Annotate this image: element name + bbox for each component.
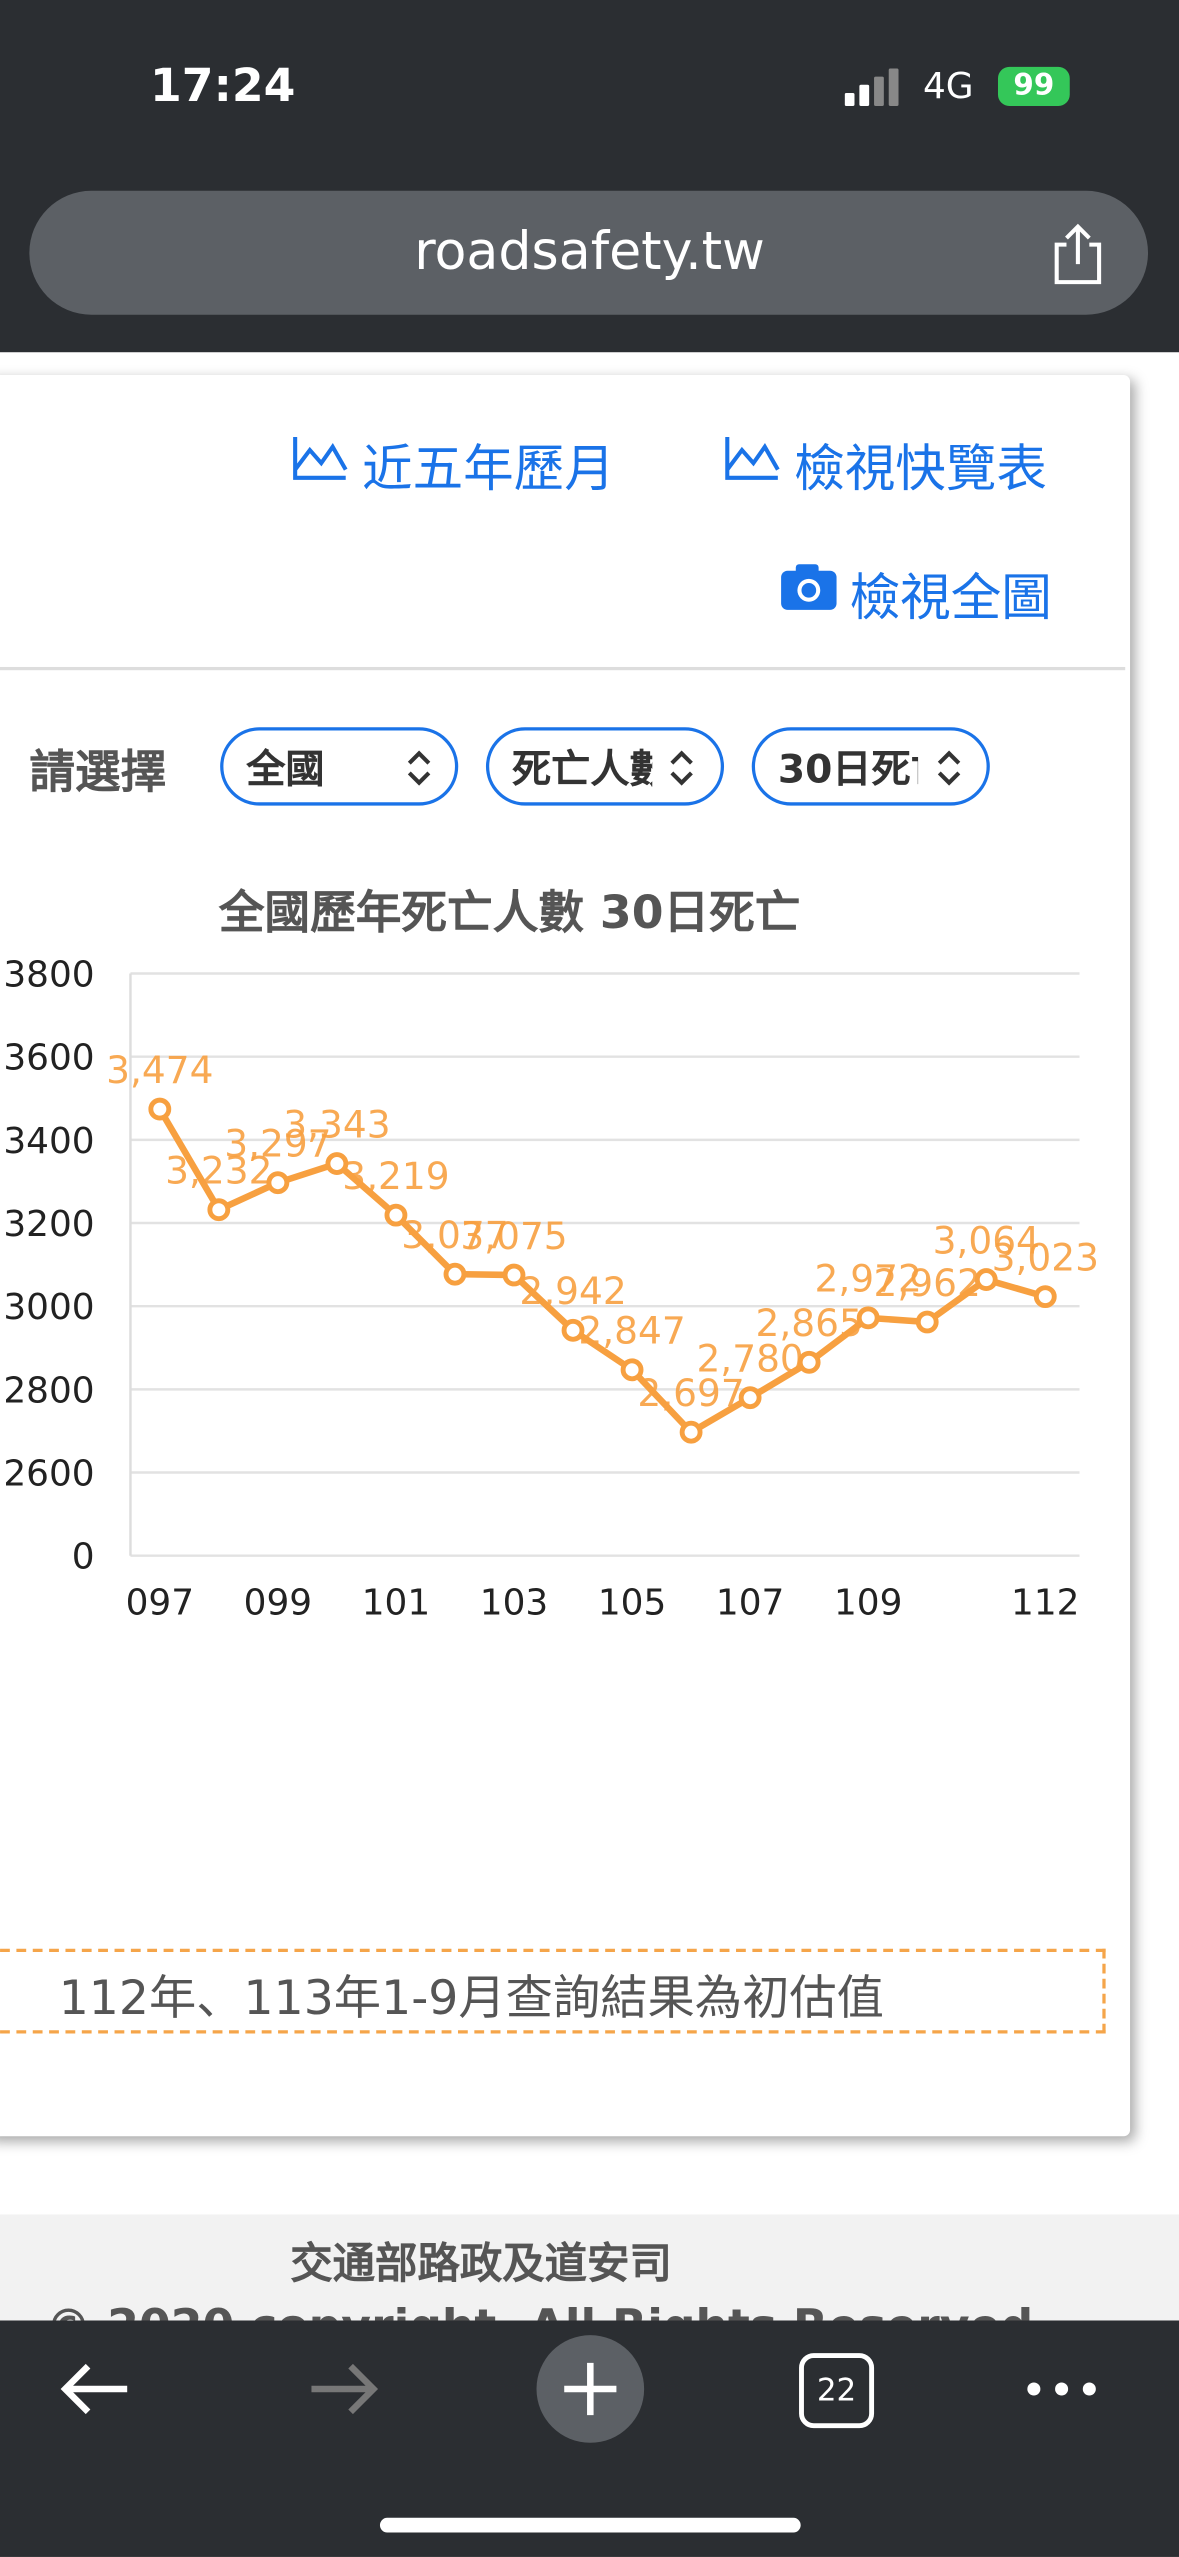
back-button[interactable] [60, 2363, 128, 2415]
point [738, 1386, 762, 1410]
point [325, 1152, 349, 1175]
point [266, 1171, 290, 1195]
y-tick-label: 2800 [3, 1370, 94, 1411]
point [384, 1203, 408, 1227]
y-tick-label: 3200 [3, 1204, 94, 1245]
select-text: 全國 [246, 746, 325, 793]
home-indicator [379, 2517, 801, 2533]
link[interactable]: 近五年歷月 [362, 440, 615, 499]
share-icon[interactable] [1050, 222, 1105, 287]
x-tick-label: 107 [716, 1582, 784, 1623]
x-tick-label: 099 [244, 1582, 312, 1623]
y-tick-label: 2600 [3, 1454, 94, 1495]
forward-button [311, 2363, 379, 2415]
data-label: 2,697 [637, 1371, 744, 1415]
y-tick-label: 3800 [3, 955, 94, 996]
point [915, 1310, 939, 1334]
x-tick-label: 109 [834, 1582, 902, 1623]
data-label: 2,865 [755, 1301, 862, 1345]
note: 112年、113年1-9月查詢結果為初估值 [58, 1969, 884, 2026]
data-label: 3,077 [401, 1213, 508, 1257]
camera-icon [781, 564, 837, 610]
chart: 0 2600 2800 3000 3200 3400 3600 3800 097 099 101 10… [3, 955, 1099, 1624]
signal-icon [844, 68, 899, 106]
point [148, 1097, 172, 1121]
data-label: 3,064 [933, 1218, 1040, 1262]
y-tick-label: 3000 [3, 1287, 94, 1328]
line [156, 1107, 1047, 1436]
select-arrows [407, 750, 693, 786]
data-label: 2,972 [815, 1257, 922, 1301]
data-label: 2,780 [696, 1337, 803, 1381]
address-bar[interactable] [29, 190, 1149, 315]
clock: 17:24 [150, 58, 296, 113]
point [974, 1268, 998, 1291]
divider [0, 666, 1126, 671]
point [856, 1306, 880, 1330]
data-label: 3,075 [460, 1214, 567, 1258]
data-label: 3,297 [224, 1122, 331, 1166]
y-tick-label: 0 [72, 1537, 95, 1578]
data-label: 2,962 [874, 1261, 981, 1305]
footer [0, 2214, 1179, 2329]
data-label: 3,474 [106, 1048, 213, 1092]
data-label: 2,942 [519, 1269, 626, 1313]
point [443, 1262, 467, 1286]
select-label: 請選擇 [29, 745, 167, 800]
battery: 99 [997, 66, 1070, 106]
data-label: 2,847 [578, 1309, 685, 1353]
data-label: 3,023 [992, 1236, 1099, 1280]
point [207, 1198, 231, 1222]
select[interactable]: 死亡人數 [485, 727, 725, 806]
point [561, 1318, 585, 1342]
select-arrows [937, 750, 961, 786]
point [679, 1420, 703, 1444]
point [1033, 1285, 1057, 1309]
url: roadsafety.tw [414, 220, 765, 283]
chart-title: 全國歷年死亡人數 30日死亡 [218, 885, 801, 940]
x-tick-label: 103 [480, 1582, 548, 1623]
x-tick-label: 105 [598, 1582, 666, 1623]
y-tick-label: 3400 [3, 1121, 94, 1162]
data-label: 3,232 [165, 1149, 272, 1193]
x-tick-label: 101 [362, 1582, 430, 1623]
point [502, 1263, 526, 1287]
note-box [0, 1948, 1106, 2034]
x-tick-label: 097 [126, 1582, 194, 1623]
chart-icon [293, 437, 348, 480]
link[interactable]: 檢視全圖 [849, 569, 1052, 628]
point [797, 1350, 821, 1374]
footer-text: 交通部路政及道安司 [290, 2240, 672, 2290]
data-label: 3,343 [283, 1102, 390, 1146]
select-text: 30日死亡 [777, 746, 918, 793]
network: 4G [922, 66, 974, 108]
tabs-button[interactable]: 22 [799, 2353, 875, 2429]
select-text: 死亡人數 [512, 746, 652, 793]
x-tick-label: 112 [1011, 1582, 1079, 1623]
chart-icon [725, 437, 780, 480]
data-label: 3,219 [342, 1154, 449, 1198]
select[interactable]: 全國 [220, 727, 459, 806]
point [620, 1358, 644, 1382]
select[interactable]: 30日死亡 [751, 727, 990, 806]
y-tick-label: 3600 [3, 1038, 94, 1079]
toolbar-icons [60, 2335, 1096, 2533]
link[interactable]: 檢視快覽表 [794, 440, 1047, 499]
